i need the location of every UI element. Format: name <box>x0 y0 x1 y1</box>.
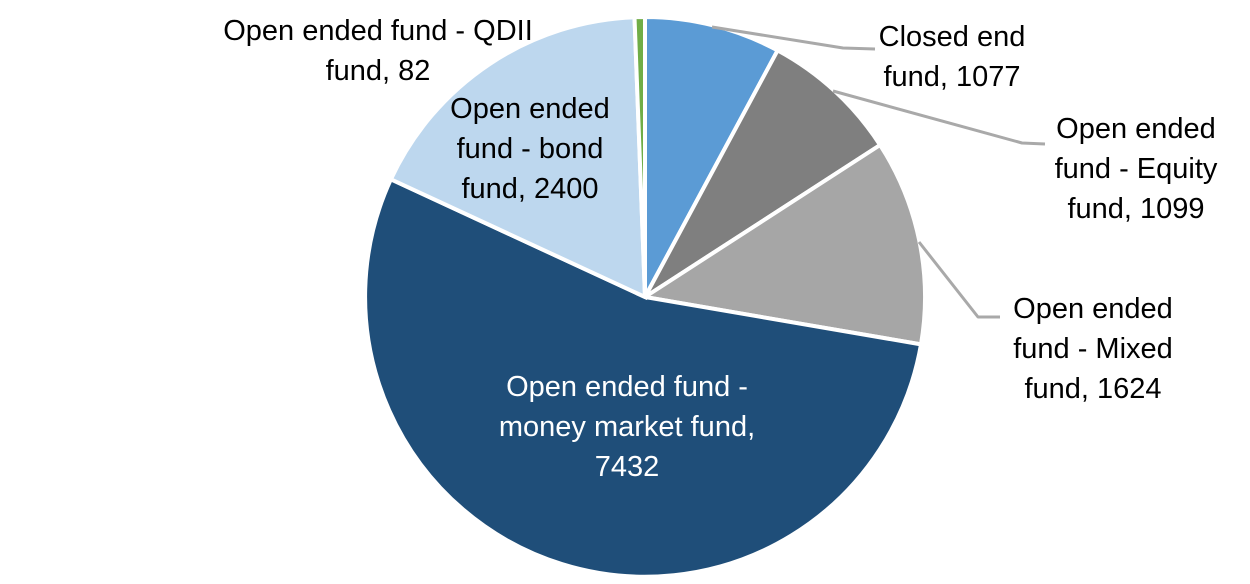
pie-slice-money-market <box>363 176 924 579</box>
pie-slice-mixed <box>639 142 927 347</box>
pie-slice-bond <box>388 15 648 301</box>
pie-slice-closed-end <box>643 14 781 298</box>
leader-line-closed-end <box>711 25 876 51</box>
pie-slice-qdii <box>632 14 647 298</box>
leader-line-mixed <box>917 241 1000 319</box>
leader-line-equity <box>832 89 1046 146</box>
